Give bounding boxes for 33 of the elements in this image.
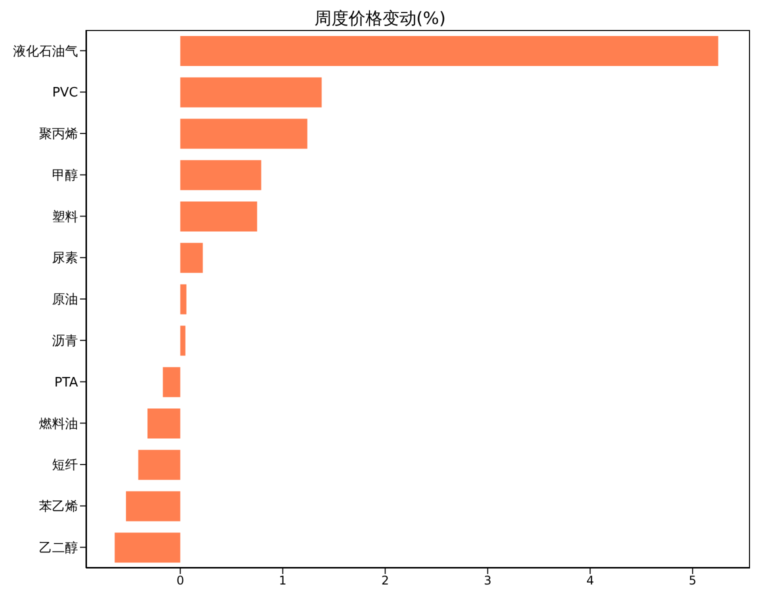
y-tick-label: PVC	[52, 86, 78, 101]
x-tick-label: 3	[484, 574, 492, 588]
bar	[180, 36, 718, 66]
y-tick-label: 原油	[52, 292, 78, 308]
bar	[180, 160, 262, 190]
bar	[180, 284, 186, 314]
x-tick-label: 1	[278, 574, 287, 588]
bar	[180, 242, 203, 273]
y-tick-label: 乙二醇	[39, 540, 78, 556]
y-tick-label: 液化石油气	[13, 44, 78, 60]
x-tick-label: 5	[688, 574, 696, 588]
y-tick-label: 甲醇	[52, 168, 78, 184]
y-tick-label: 短纤	[52, 458, 78, 474]
y-tick-label: 尿素	[52, 251, 78, 266]
y-tick-label: 沥青	[52, 334, 78, 349]
bar	[180, 326, 186, 356]
chart-title: 周度价格变动(%)	[313, 8, 447, 30]
bar	[180, 118, 308, 149]
bar	[138, 450, 180, 480]
bar	[180, 202, 258, 232]
y-tick-label: 燃料油	[39, 416, 78, 432]
y-tick-label: 聚丙烯	[39, 127, 78, 142]
x-tick-label: 4	[586, 574, 594, 588]
y-tick-label: 塑料	[52, 208, 78, 225]
bar	[126, 491, 180, 522]
x-tick-label: 2	[381, 574, 390, 588]
x-tick-label: 0	[176, 574, 184, 588]
y-tick-label: PTA	[54, 375, 78, 390]
bar	[162, 367, 180, 398]
bar	[147, 408, 180, 438]
bar	[180, 77, 322, 108]
bar	[114, 532, 180, 563]
y-tick-label: 苯乙烯	[39, 500, 78, 515]
